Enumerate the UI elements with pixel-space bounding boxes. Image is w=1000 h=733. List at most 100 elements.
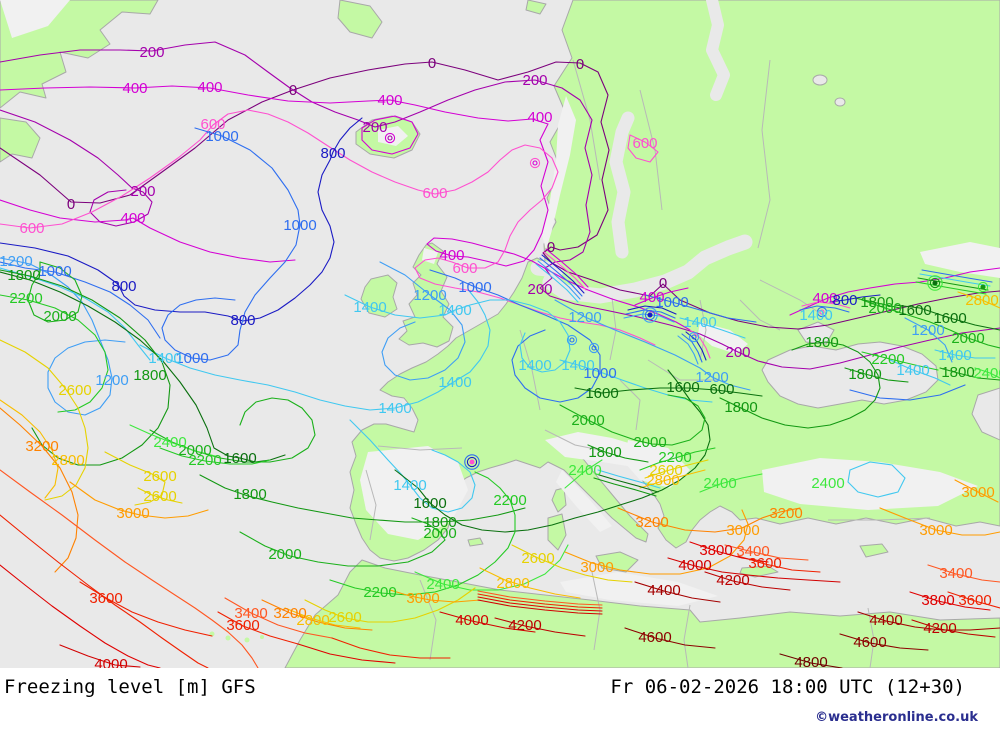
svg-text:2000: 2000	[423, 525, 456, 542]
svg-text:1000: 1000	[583, 365, 616, 382]
dinaric-alps	[624, 440, 690, 488]
svg-text:2600: 2600	[649, 462, 682, 479]
contour-lines	[0, 41, 1000, 668]
svg-text:1400: 1400	[353, 299, 386, 316]
svg-text:200: 200	[725, 344, 750, 361]
contour-bullseyes	[384, 132, 989, 470]
svg-text:400: 400	[812, 290, 837, 307]
svg-text:2800: 2800	[965, 292, 998, 309]
svg-text:1400: 1400	[438, 374, 471, 391]
svg-text:400: 400	[377, 92, 402, 109]
svg-text:200: 200	[527, 281, 552, 298]
svg-text:2000: 2000	[951, 330, 984, 347]
svg-text:4200: 4200	[923, 620, 956, 637]
svg-text:1000: 1000	[283, 217, 316, 234]
svg-text:1400: 1400	[683, 314, 716, 331]
svg-text:0: 0	[67, 196, 75, 213]
svg-text:1400: 1400	[896, 362, 929, 379]
svg-text:2600: 2600	[143, 468, 176, 485]
svg-text:800: 800	[320, 145, 345, 162]
svg-text:800: 800	[230, 312, 255, 329]
caspian-edge	[971, 387, 1000, 441]
svg-text:600: 600	[709, 381, 734, 398]
svg-text:1400: 1400	[393, 477, 426, 494]
svg-text:1000: 1000	[175, 350, 208, 367]
apennines	[556, 470, 612, 532]
svg-text:1000: 1000	[205, 128, 238, 145]
svg-text:600: 600	[632, 135, 657, 152]
svg-text:800: 800	[832, 292, 857, 309]
island-balearic	[467, 537, 484, 547]
caucasus	[920, 242, 1000, 278]
svg-text:0: 0	[659, 275, 667, 292]
svg-text:2200: 2200	[493, 492, 526, 509]
svg-text:2200: 2200	[658, 449, 691, 466]
svg-text:3400: 3400	[234, 605, 267, 622]
iceland-highland	[378, 126, 408, 146]
svg-text:2800: 2800	[496, 575, 529, 592]
svg-text:4000: 4000	[678, 557, 711, 574]
svg-text:1000: 1000	[38, 263, 71, 280]
svg-text:4400: 4400	[869, 612, 902, 629]
svg-text:200: 200	[362, 119, 387, 136]
svg-text:1800: 1800	[848, 366, 881, 383]
svg-text:600: 600	[422, 185, 447, 202]
svg-text:1800: 1800	[805, 334, 838, 351]
svg-text:1600: 1600	[413, 495, 446, 512]
contour-labels: 0 0 0 0 0 0 200 200 200 200 200 200 400 400 400 400 400 4…	[0, 44, 1000, 668]
svg-text:2200: 2200	[188, 452, 221, 469]
svg-text:4200: 4200	[716, 572, 749, 589]
svg-text:2600: 2600	[328, 609, 361, 626]
svg-text:200: 200	[522, 72, 547, 89]
svg-text:1800: 1800	[133, 367, 166, 384]
svg-text:1200: 1200	[568, 309, 601, 326]
svg-text:3000: 3000	[919, 522, 952, 539]
svg-text:0: 0	[428, 55, 436, 72]
svg-text:1400: 1400	[938, 347, 971, 364]
svg-text:1200: 1200	[695, 369, 728, 386]
svg-text:3600: 3600	[226, 617, 259, 634]
svg-text:4000: 4000	[94, 656, 127, 668]
carpathians	[698, 322, 748, 354]
svg-text:400: 400	[639, 289, 664, 306]
svg-text:1000: 1000	[458, 279, 491, 296]
landmass-africa	[284, 559, 1000, 668]
svg-text:1400: 1400	[438, 302, 471, 319]
island-sardinia	[547, 513, 567, 551]
svg-text:1400: 1400	[799, 307, 832, 324]
svg-text:400: 400	[122, 80, 147, 97]
svg-text:2000: 2000	[43, 308, 76, 325]
black-sea	[761, 341, 939, 409]
svg-text:2400: 2400	[973, 365, 1000, 382]
svg-text:400: 400	[439, 247, 464, 264]
svg-text:4600: 4600	[638, 629, 671, 646]
scandes-mountains	[542, 96, 576, 250]
valid-time: Fr 06-02-2026 18:00 UTC (12+30)	[610, 676, 965, 698]
svg-text:3800: 3800	[699, 542, 732, 559]
svg-text:2000: 2000	[571, 412, 604, 429]
svg-text:2000: 2000	[633, 434, 666, 451]
svg-text:4200: 4200	[508, 617, 541, 634]
iberian-plateau	[360, 446, 468, 540]
svg-text:1400: 1400	[518, 357, 551, 374]
svg-text:800: 800	[111, 278, 136, 295]
svg-text:1000: 1000	[655, 294, 688, 311]
svg-text:2400: 2400	[426, 576, 459, 593]
svg-text:3400: 3400	[939, 565, 972, 582]
greenland-icecap	[0, 0, 70, 38]
island-bear	[525, 0, 547, 15]
svg-text:200: 200	[130, 183, 155, 200]
svg-text:1800: 1800	[423, 514, 456, 531]
svg-text:1800: 1800	[588, 444, 621, 461]
svg-text:2800: 2800	[646, 472, 679, 489]
svg-text:3000: 3000	[580, 559, 613, 576]
svg-text:1400: 1400	[148, 350, 181, 367]
svg-text:1200: 1200	[0, 253, 33, 270]
svg-text:2200: 2200	[9, 290, 42, 307]
svg-text:600: 600	[452, 260, 477, 277]
svg-text:1200: 1200	[413, 287, 446, 304]
svg-text:3200: 3200	[769, 505, 802, 522]
svg-text:2200: 2200	[871, 351, 904, 368]
svg-text:400: 400	[120, 210, 145, 227]
